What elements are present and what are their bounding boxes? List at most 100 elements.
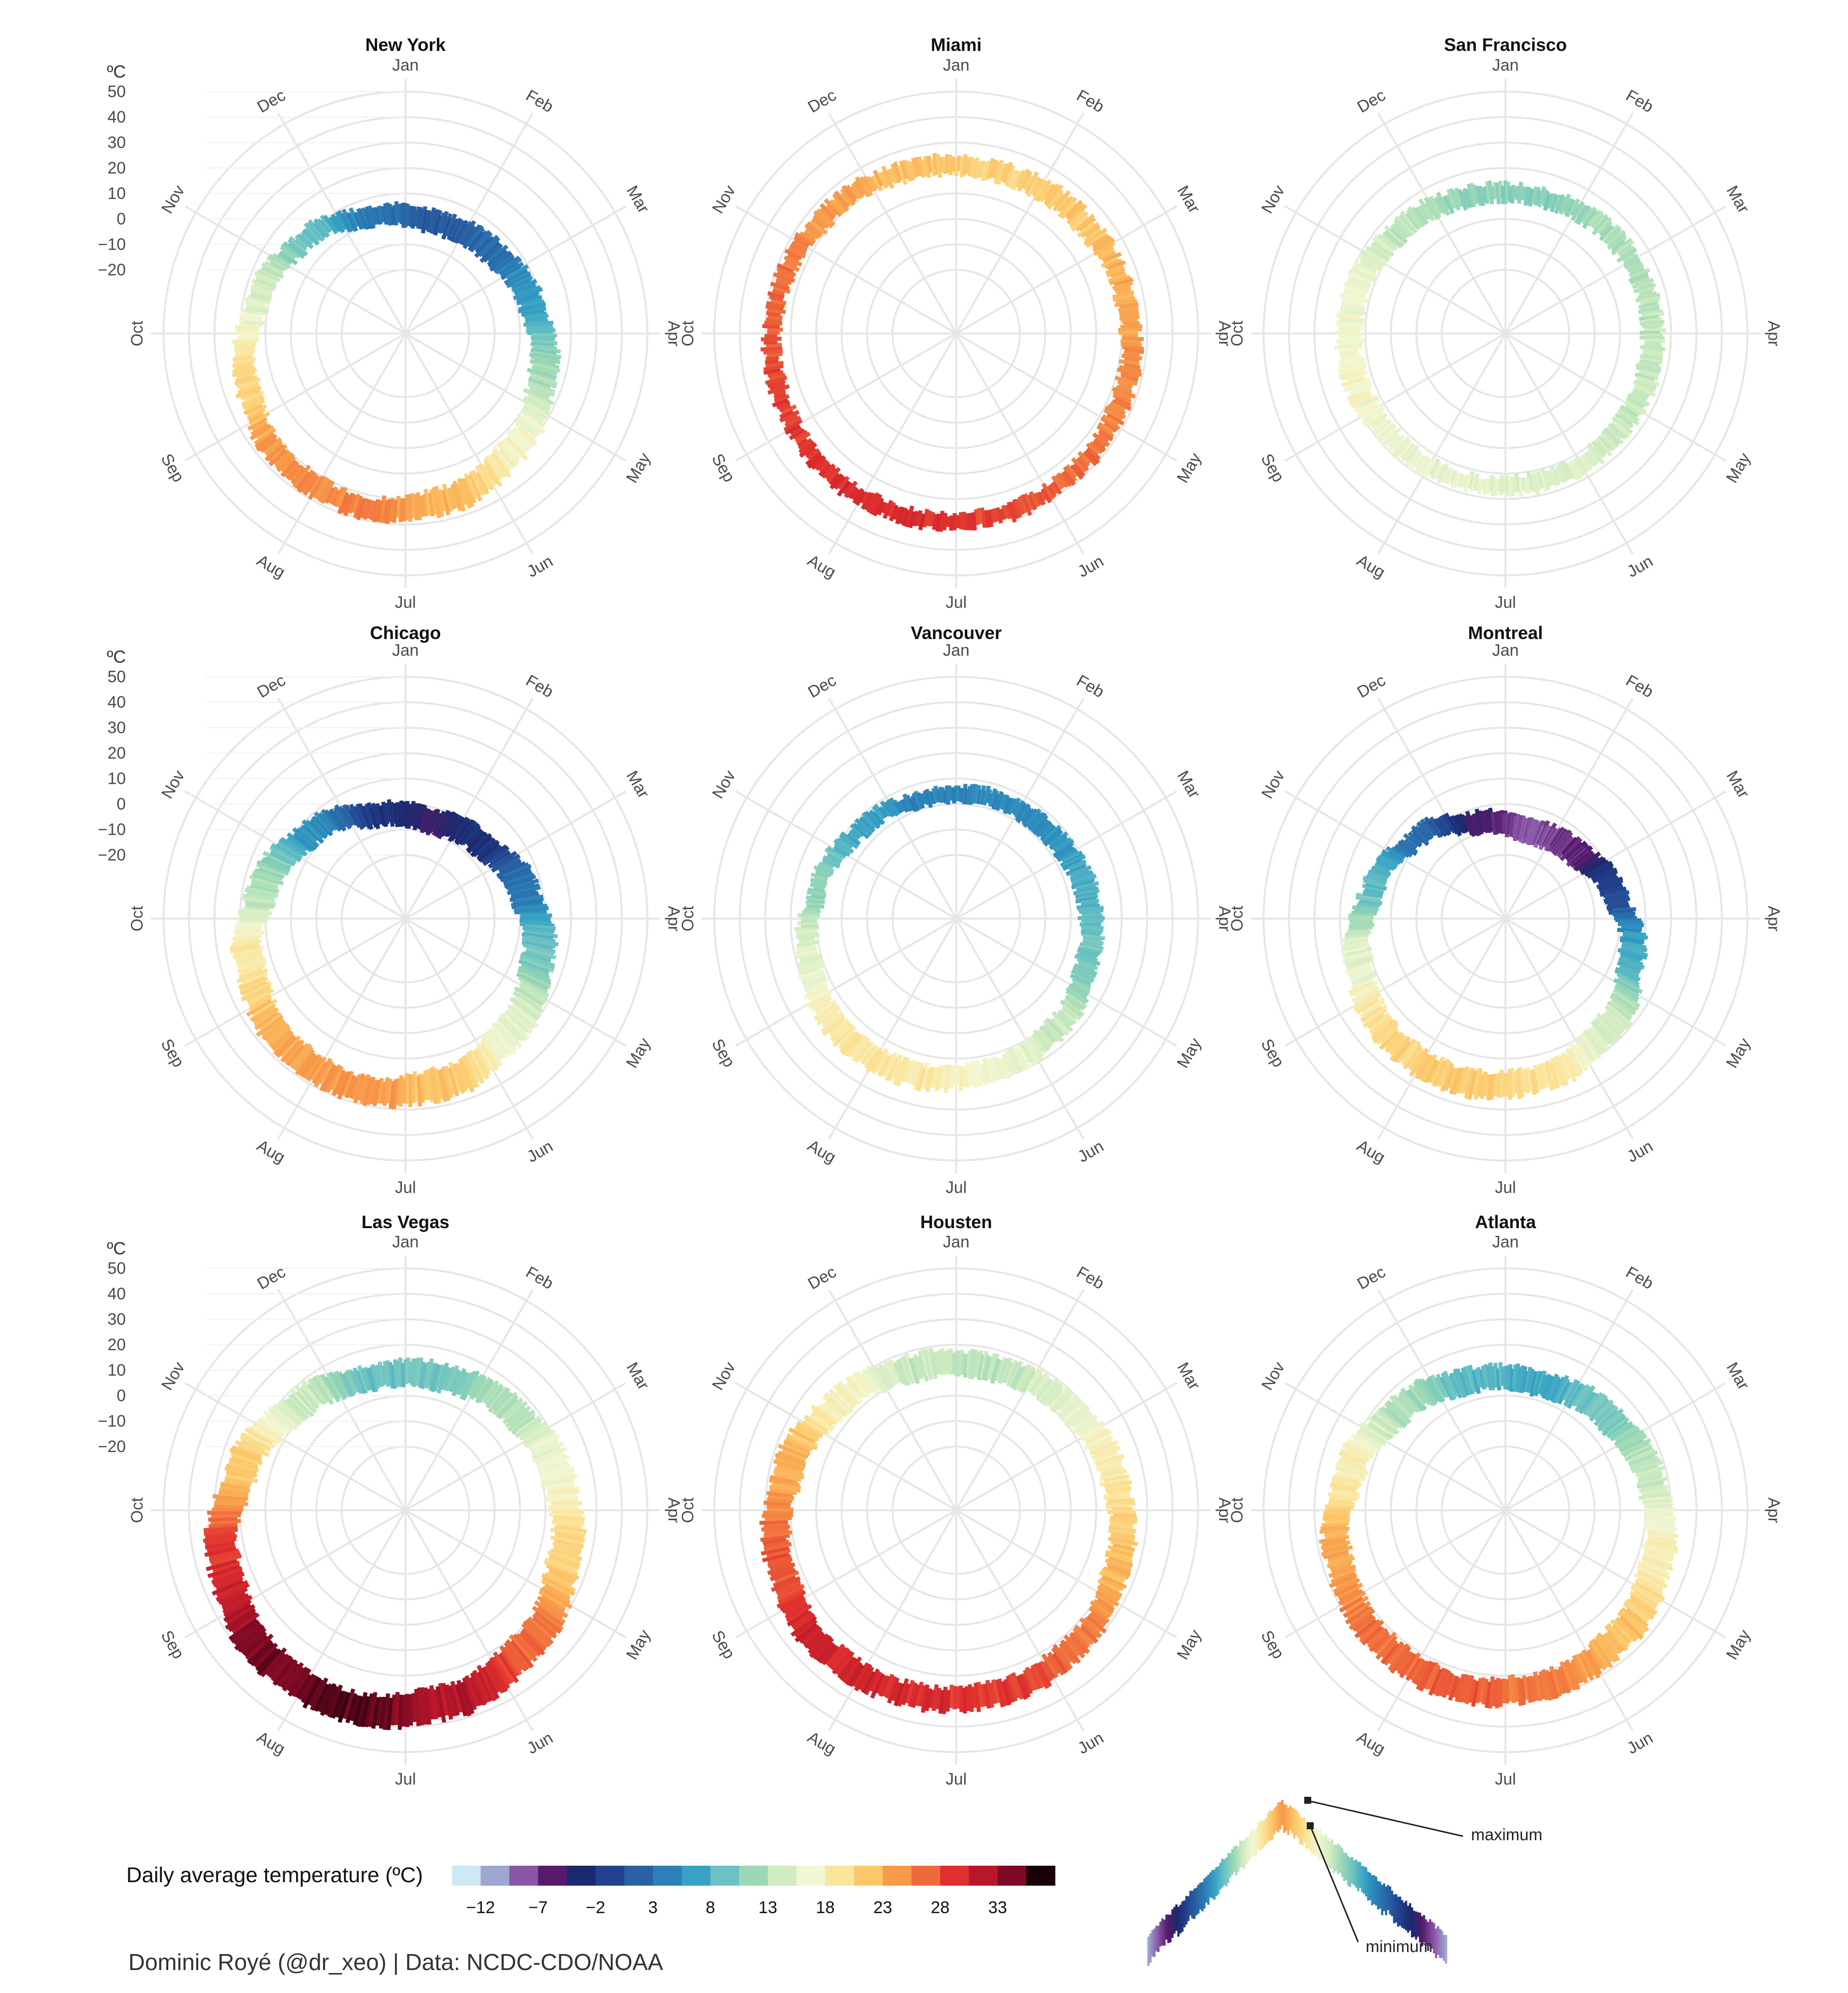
day-bar <box>1597 435 1612 452</box>
day-bar <box>1097 1585 1121 1601</box>
day-bar <box>973 1682 981 1712</box>
grid-spoke <box>277 333 406 555</box>
day-bar <box>1586 209 1601 227</box>
day-bar <box>1605 1008 1629 1031</box>
day-bar <box>1116 367 1142 377</box>
day-bar <box>1340 370 1368 381</box>
day-bar <box>767 384 790 395</box>
day-bar <box>500 265 522 281</box>
day-bar <box>977 508 983 524</box>
day-bar <box>250 287 271 297</box>
day-bar <box>526 323 553 329</box>
day-bar <box>475 1046 492 1072</box>
day-bar <box>1591 440 1607 458</box>
day-bar <box>1345 373 1364 383</box>
day-bar <box>1022 1370 1037 1393</box>
day-bar <box>1532 1064 1542 1090</box>
day-bar <box>1647 1530 1679 1539</box>
day-bar <box>784 414 798 424</box>
day-bar <box>521 940 554 951</box>
day-bar <box>268 1654 290 1679</box>
day-bar <box>910 795 920 812</box>
day-bar <box>796 943 815 951</box>
day-bar <box>776 400 791 410</box>
day-bar <box>1419 1661 1436 1692</box>
month-label: Aug <box>1354 1136 1388 1166</box>
day-bar <box>487 1028 509 1056</box>
day-bar <box>1516 1677 1523 1706</box>
day-bar <box>1587 1648 1603 1670</box>
day-bar <box>1538 1063 1548 1089</box>
day-bar <box>524 939 556 949</box>
month-label: Feb <box>523 86 557 116</box>
day-bar <box>1082 927 1104 933</box>
day-bar <box>1102 414 1119 426</box>
day-bar <box>231 1620 261 1644</box>
day-bar <box>994 159 1004 185</box>
day-bar <box>810 877 828 886</box>
day-bar <box>1644 342 1662 348</box>
day-bar <box>228 1618 258 1641</box>
day-bar <box>1026 1042 1040 1061</box>
day-bar <box>277 253 293 265</box>
month-label: Dec <box>804 1262 839 1293</box>
day-bar <box>1350 1433 1381 1451</box>
day-bar <box>1576 205 1592 226</box>
day-bar <box>256 425 275 440</box>
day-bar <box>1101 1568 1126 1582</box>
day-bar <box>985 1679 995 1708</box>
day-bar <box>1041 482 1055 501</box>
day-bar <box>765 355 779 361</box>
day-bar <box>822 1394 848 1418</box>
day-bar <box>763 348 783 355</box>
month-label: May <box>1173 1034 1204 1071</box>
day-bar <box>430 1066 441 1104</box>
day-bar <box>1510 185 1515 204</box>
day-bar <box>1381 849 1404 864</box>
day-bar <box>1614 967 1641 982</box>
day-bar <box>1601 1415 1627 1437</box>
day-bar <box>790 241 808 253</box>
day-bar <box>1526 471 1533 491</box>
day-bar <box>1474 1068 1483 1100</box>
day-bar <box>1003 1678 1015 1703</box>
day-bar <box>776 1584 805 1601</box>
day-bar <box>451 1063 465 1094</box>
grid-spoke <box>1377 697 1506 919</box>
day-bar <box>992 1056 1002 1077</box>
day-bar <box>1483 186 1489 204</box>
chart-title: Montreal <box>1468 623 1543 643</box>
day-bar <box>1372 1634 1391 1653</box>
day-bar <box>203 1528 238 1536</box>
day-bar <box>876 501 886 516</box>
day-bar <box>1039 1661 1053 1682</box>
month-label: Apr <box>665 321 684 346</box>
day-bar <box>242 896 274 904</box>
day-bar <box>1023 808 1039 828</box>
day-bar <box>1375 857 1398 870</box>
day-bar <box>1338 1588 1360 1602</box>
month-label: Mar <box>1174 1359 1204 1393</box>
day-bar <box>335 211 348 230</box>
grid-spoke <box>1377 333 1506 555</box>
day-bar <box>265 1415 288 1433</box>
day-bar <box>448 1369 461 1392</box>
day-bar <box>331 1069 346 1096</box>
day-bar <box>1120 342 1142 348</box>
day-bar <box>821 1010 838 1025</box>
day-bar <box>1120 339 1141 344</box>
day-bar <box>1606 1631 1625 1653</box>
day-bar <box>1380 1406 1407 1429</box>
day-bar <box>1615 1429 1645 1449</box>
legend-swatch <box>567 1866 596 1886</box>
day-bar <box>1639 344 1666 351</box>
day-bar <box>807 454 823 469</box>
day-bar <box>799 231 816 245</box>
day-bar <box>798 440 815 454</box>
day-bar <box>1548 469 1558 487</box>
day-bar <box>513 287 543 301</box>
day-bar <box>1479 1369 1486 1390</box>
day-bar <box>1110 1532 1135 1540</box>
day-bar <box>528 387 550 400</box>
day-bar <box>256 277 277 289</box>
